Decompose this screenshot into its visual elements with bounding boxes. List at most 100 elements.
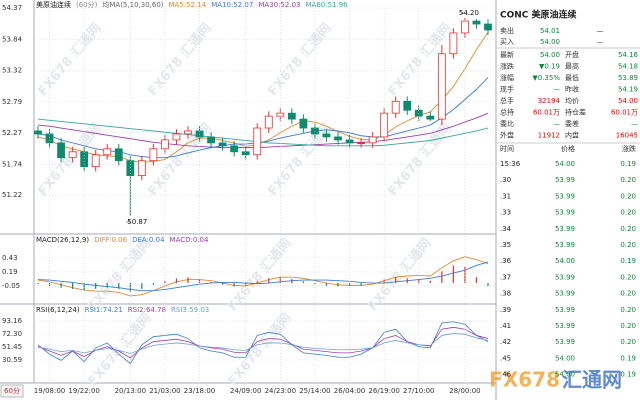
candle-body [103, 148, 112, 156]
tick-time: .41 [500, 322, 511, 330]
timeframe-button[interactable] [0, 384, 24, 398]
quote-label: 卖出 [500, 26, 514, 35]
candle-body [437, 53, 446, 120]
tick-time: .31 [500, 192, 511, 200]
tick-change: 0.20 [620, 192, 636, 200]
quote-label: 买入 [500, 38, 514, 46]
tick-change: 0.20 [620, 322, 636, 330]
candle-body [137, 160, 146, 176]
tick-change: 0.20 [620, 209, 636, 217]
quote-value: ▼0.19 [539, 63, 560, 71]
x-tick-label: 27/10:00 [403, 387, 434, 395]
x-tick-label: 24/23:00 [265, 387, 296, 395]
candle-body [195, 130, 204, 138]
y-tick-label: 0.43 [2, 254, 18, 262]
candle-body [218, 142, 227, 147]
y-tick-label: 52.27 [2, 129, 22, 137]
quote-value: 54.18 [618, 63, 638, 71]
candle-body [391, 100, 400, 114]
candle-body [241, 151, 250, 156]
tick-change: 0.20 [620, 225, 636, 233]
tick-price: 54.00 [555, 354, 575, 362]
ticks-header: 涨跌 [622, 144, 636, 153]
tick-time: .35 [500, 241, 511, 249]
tick-price: 53.99 [555, 290, 575, 298]
tick-change: 0.20 [620, 306, 636, 314]
quote-value: 54.00 [540, 38, 560, 46]
tick-price: 54.00 [555, 257, 575, 265]
candle-body [368, 136, 377, 144]
y-tick-label: 51.74 [2, 160, 23, 168]
candle-body [472, 20, 481, 25]
ticks-header: 时间 [500, 144, 514, 153]
y-tick-label: 51.45 [2, 343, 22, 351]
annotation: 54.20 [459, 9, 479, 17]
candle-body [449, 32, 458, 55]
tick-price: 53.99 [555, 338, 575, 346]
quote-label: 涨幅 [500, 73, 514, 82]
legend-entry: RSI2:64.78 [128, 306, 166, 314]
quote-value: 32194 [538, 97, 561, 105]
x-tick-label: 19/22:00 [68, 387, 99, 395]
tick-time: .39 [500, 306, 511, 314]
tick-time: .33 [500, 209, 511, 217]
x-tick-label: 24/09:00 [230, 387, 261, 395]
legend-entry: RSI(6,12,24) [36, 306, 80, 314]
quote-value: — [597, 27, 604, 35]
ticks-header: 价格 [561, 144, 575, 153]
quote-value: 16045 [616, 132, 638, 140]
candle-body [299, 118, 308, 129]
x-tick-label: 23/18:00 [184, 387, 215, 395]
quote-value: 53.89 [618, 74, 638, 82]
x-tick-label: 26/04:00 [334, 387, 365, 395]
candle-body [34, 130, 42, 135]
legend-entry: MA30:52.03 [258, 1, 300, 9]
candle-body [91, 154, 100, 168]
y-tick-label: 53.32 [2, 66, 22, 74]
quote-label: 最高 [565, 62, 579, 71]
candle-body [345, 139, 354, 144]
candle-body [322, 133, 331, 138]
candle-body [230, 145, 239, 153]
tick-price: 53.99 [555, 176, 575, 184]
legend-entry: MA60:51.96 [305, 1, 348, 9]
tick-time: .30 [500, 176, 511, 184]
quote-label: 委比 [500, 119, 514, 128]
candle-body [334, 136, 342, 141]
legend-entry: MACD:0.04 [170, 236, 209, 244]
quote-label: 外盘 [500, 131, 514, 140]
candle-body [253, 127, 262, 156]
quote-value: 54.00 [618, 97, 638, 105]
quote-label: 内盘 [565, 131, 579, 140]
legend-entry: DEA:0.04 [132, 236, 165, 244]
x-tick-label: 19/08:00 [34, 387, 65, 395]
y-tick-label: 53.84 [2, 35, 23, 43]
tick-price: 53.99 [555, 192, 575, 200]
legend-entry: DIFF:0.06 [94, 236, 127, 244]
tick-change: 0.19 [620, 257, 636, 265]
quote-value: 54.16 [618, 51, 639, 59]
quote-label: 最低 [565, 73, 579, 82]
tick-change: 0.20 [620, 241, 636, 249]
tick-price: 53.99 [555, 322, 575, 330]
y-tick-label: 51.22 [2, 191, 22, 199]
tick-price: 53.99 [555, 225, 575, 233]
tick-price: 53.99 [555, 241, 575, 249]
quote-title: CONC 美原油连续 [500, 9, 577, 21]
quote-label: 均价 [565, 96, 579, 105]
quote-value: ▼0.35% [532, 74, 560, 82]
tick-price: 53.99 [555, 273, 575, 281]
logo: 汇通网 [562, 368, 622, 392]
tick-time: 15:36 [500, 160, 521, 168]
x-tick-label: 28/00:00 [449, 387, 480, 395]
candle-body [403, 100, 412, 111]
tick-change: 0.19 [620, 354, 636, 362]
tick-change: 0.19 [620, 160, 636, 168]
candle-body [426, 115, 435, 120]
x-tick-label: 20/13:00 [115, 387, 146, 395]
tick-time: .37 [500, 273, 511, 281]
tick-change: 0.20 [620, 176, 636, 184]
timeframe[interactable]: 60分 [4, 386, 20, 395]
quote-value: — [553, 86, 560, 94]
quote-label: 总持 [500, 108, 514, 117]
